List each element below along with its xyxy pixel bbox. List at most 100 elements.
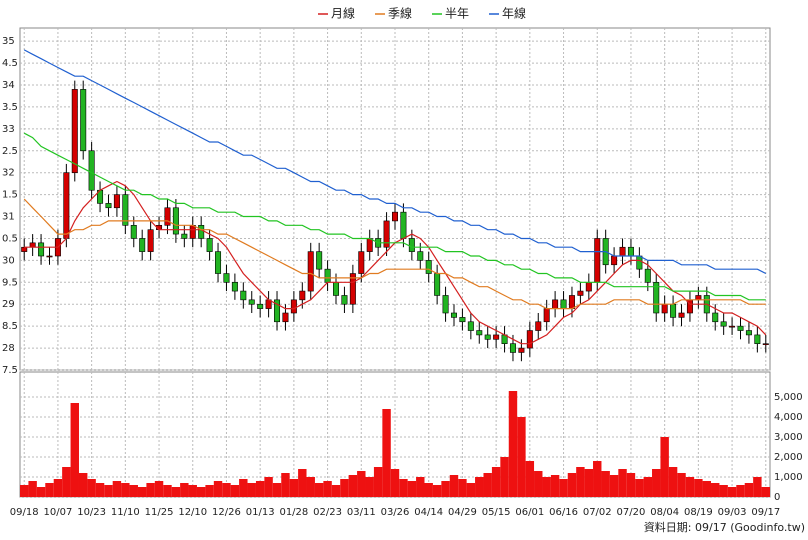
y-tick-label: 7.5 — [2, 365, 18, 376]
volume-bar — [609, 475, 619, 497]
x-tick-label: 03/11 — [347, 507, 376, 518]
volume-bar — [711, 483, 720, 497]
y-tick-label: 1.5 — [2, 190, 18, 201]
candle-body — [307, 251, 314, 292]
volume-bar — [694, 479, 703, 497]
candle-body — [408, 238, 415, 252]
volume-bar — [593, 461, 602, 497]
x-tick-label: 12/10 — [178, 507, 207, 518]
volume-bar — [525, 461, 535, 497]
y-tick-label: 31 — [2, 212, 15, 223]
candle-body — [46, 255, 53, 258]
candle-body — [189, 225, 196, 239]
volume-bar — [441, 481, 450, 497]
volume-bar — [78, 473, 88, 497]
volume-bar — [652, 469, 661, 497]
volume-bar — [205, 485, 214, 497]
candle-body — [147, 229, 154, 252]
y-tick-label: 29 — [2, 299, 15, 310]
candle-body — [636, 255, 643, 270]
volume-bar — [129, 485, 138, 497]
ma-line — [23, 132, 766, 301]
volume-bar — [121, 483, 130, 497]
volume-bar — [685, 477, 695, 497]
y2-tick-label: 0 — [774, 492, 780, 503]
volume-bar — [247, 483, 256, 497]
candle-body — [543, 308, 550, 323]
candle-body — [594, 238, 601, 283]
candle-body — [164, 207, 171, 226]
volume-bar — [567, 473, 577, 497]
volume-bar — [677, 473, 686, 497]
candle-body — [720, 321, 727, 327]
candle-body — [484, 334, 491, 340]
candle-body — [695, 295, 702, 301]
volume-bar — [365, 477, 374, 497]
x-tick-label: 09/18 — [10, 507, 39, 518]
x-tick-label: 11/10 — [111, 507, 140, 518]
volume-bar — [289, 479, 299, 497]
y-tick-label: 8.5 — [2, 321, 18, 332]
candle-body — [366, 238, 373, 252]
volume-bar — [727, 487, 737, 497]
candle-body — [248, 299, 255, 305]
candle-body — [434, 273, 441, 296]
candle-body — [661, 303, 668, 314]
legend-label: 季線 — [388, 6, 412, 21]
footnote: 資料日期: 09/17 (Goodinfo.tw) — [644, 520, 805, 534]
candle-body — [274, 299, 281, 323]
candle-body — [105, 203, 112, 209]
candle-body — [653, 282, 660, 314]
candle-body — [450, 312, 457, 318]
volume-bar — [416, 477, 425, 497]
candle-body — [552, 299, 559, 309]
candle-body — [63, 172, 70, 239]
volume-bar — [70, 403, 79, 497]
y2-tick-label: 4,000 — [774, 412, 803, 423]
candle-body — [535, 321, 542, 331]
candle-body — [198, 225, 205, 239]
volume-bar — [137, 487, 147, 497]
volume-bar — [298, 469, 307, 497]
candle-body — [678, 312, 685, 318]
volume-bar — [348, 475, 358, 497]
y-tick-label: 3.5 — [2, 102, 18, 113]
volume-bar — [668, 467, 678, 497]
candle-body — [29, 242, 36, 248]
candle-body — [577, 290, 584, 296]
x-tick-label: 12/26 — [212, 507, 241, 518]
volume-bar — [424, 483, 433, 497]
volume-bar — [112, 481, 122, 497]
price-panel — [19, 27, 771, 371]
candle-body — [754, 334, 761, 344]
volume-bar — [576, 467, 585, 497]
volume-bar — [618, 469, 627, 497]
volume-bar — [601, 471, 610, 497]
candle-body — [627, 246, 634, 257]
candle-body — [526, 330, 533, 349]
volume-bar — [45, 483, 54, 497]
volume-bar — [331, 485, 341, 497]
x-tick-label: 04/14 — [414, 507, 443, 518]
candle-body — [493, 334, 500, 340]
x-tick-label: 06/01 — [515, 507, 544, 518]
candle-body — [358, 251, 365, 274]
candle-body — [425, 260, 432, 274]
candle-body — [619, 246, 626, 257]
volume-bar — [196, 487, 206, 497]
x-tick-label: 04/29 — [448, 507, 477, 518]
candle-body — [316, 251, 323, 270]
volume-bar — [272, 483, 282, 497]
volume-bar — [146, 483, 155, 497]
x-tick-label: 06/16 — [549, 507, 578, 518]
y-tick-label: 9.5 — [2, 277, 18, 288]
candle-body — [324, 268, 331, 283]
volume-bar — [239, 479, 248, 497]
volume-bar — [517, 417, 526, 497]
y2-tick-label: 5,000 — [774, 392, 803, 403]
volume-bar — [390, 469, 400, 497]
candle-body — [762, 343, 769, 345]
volume-bar — [449, 475, 459, 497]
candle-body — [181, 233, 188, 239]
candle-body — [38, 242, 45, 257]
